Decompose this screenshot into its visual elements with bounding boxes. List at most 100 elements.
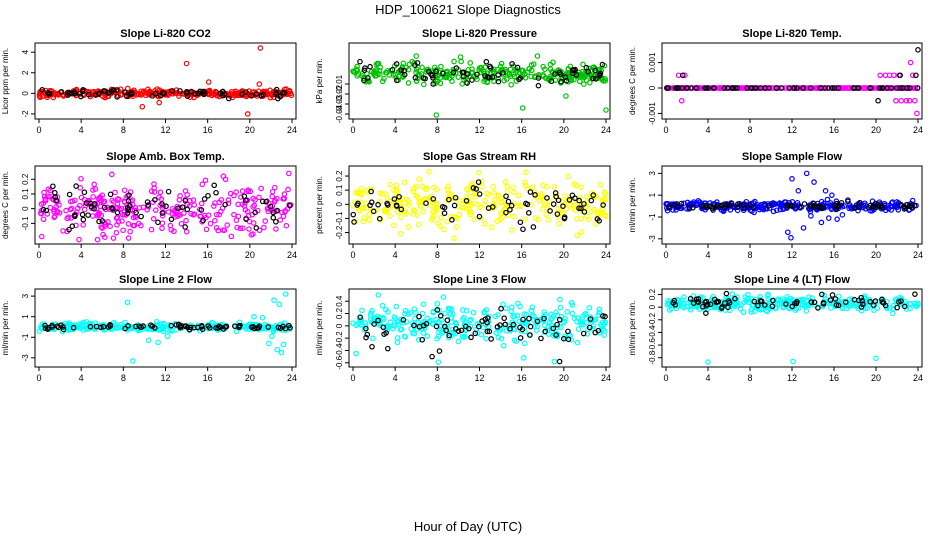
data-point <box>476 169 482 176</box>
hourly-point <box>495 72 501 78</box>
hourly-point <box>81 189 88 196</box>
y-tick-label: -0.04 <box>335 104 344 123</box>
x-tick-label: 12 <box>474 125 484 135</box>
hourly-point <box>838 199 845 206</box>
hourly-point <box>590 192 597 198</box>
data-point <box>355 189 361 195</box>
data-point <box>540 63 546 70</box>
hourly-point <box>815 305 821 311</box>
hourly-point <box>672 202 678 208</box>
data-point <box>681 294 687 300</box>
data-point <box>251 313 257 320</box>
data-point <box>390 72 397 78</box>
data-point <box>839 212 846 218</box>
y-tick-label: -0.4 <box>335 343 344 357</box>
y-tick-label: -0.001 <box>648 102 657 125</box>
hourly-point <box>437 313 444 319</box>
panel-title: Slope Sample Flow <box>742 151 843 163</box>
hourly-point <box>503 193 509 200</box>
data-point <box>410 211 417 217</box>
hourly-point <box>580 330 587 337</box>
x-tick-label: 0 <box>350 373 355 383</box>
hourly-point <box>49 324 55 330</box>
hourly-point <box>114 87 120 93</box>
hourly-point <box>70 324 77 331</box>
hourly-point <box>253 91 260 97</box>
data-point <box>784 229 791 236</box>
y-tick-label: -0.1 <box>21 216 30 230</box>
data-point <box>448 213 454 220</box>
data-point <box>231 211 237 218</box>
data-point <box>410 188 417 195</box>
data-point <box>818 219 825 226</box>
hourly-point <box>530 224 537 230</box>
data-point <box>601 332 608 338</box>
data-point <box>375 292 382 298</box>
hourly-point <box>811 299 818 306</box>
data-point <box>233 217 240 224</box>
data-point <box>149 90 155 96</box>
hourly-point <box>469 77 475 83</box>
hourly-point <box>732 85 739 91</box>
data-point <box>172 211 179 217</box>
data-point <box>602 75 608 82</box>
data-point <box>350 320 356 327</box>
data-point <box>770 208 777 215</box>
hourly-point <box>547 208 553 214</box>
data-point <box>493 330 499 336</box>
data-point <box>68 205 75 212</box>
data-point <box>156 99 162 106</box>
hourly-point <box>901 203 907 210</box>
data-point <box>521 340 528 347</box>
data-point <box>561 318 568 325</box>
data-point <box>394 339 401 346</box>
x-tick-label: 12 <box>787 125 797 135</box>
x-tick-label: 8 <box>435 373 440 383</box>
hourly-point <box>259 198 266 205</box>
data-point <box>483 335 489 342</box>
x-tick-label: 4 <box>393 373 398 383</box>
data-point <box>588 208 595 215</box>
data-point <box>721 207 727 213</box>
data-point <box>191 211 198 217</box>
data-point <box>153 319 160 325</box>
data-point <box>539 193 546 199</box>
hourly-point <box>83 200 90 206</box>
x-tick-label: 24 <box>913 125 923 135</box>
hourly-point <box>473 186 480 192</box>
hourly-point <box>73 183 79 189</box>
data-point <box>467 317 473 324</box>
hourly-point <box>894 85 900 91</box>
data-point <box>90 187 96 193</box>
data-point <box>459 204 465 211</box>
data-point <box>211 203 217 209</box>
data-point <box>413 69 419 76</box>
data-point <box>808 213 814 219</box>
data-point <box>366 217 373 223</box>
data-point <box>898 295 905 302</box>
hourly-point <box>488 336 494 342</box>
y-tick-label: 0.1 <box>21 188 30 200</box>
hourly-point <box>239 91 245 97</box>
data-point <box>735 302 741 309</box>
data-point <box>834 216 840 222</box>
hourly-point <box>107 191 114 198</box>
hourly-point <box>71 90 78 97</box>
data-point <box>183 60 190 67</box>
hourly-point <box>462 323 469 330</box>
hourly-point <box>453 65 460 71</box>
data-point <box>482 220 488 227</box>
panel-7: Slope Line 2 Flow ml/min per min. 0 4 8 12 16 2… <box>1 274 297 383</box>
hourly-point <box>281 90 288 96</box>
x-tick-label: 8 <box>747 125 752 135</box>
data-point <box>535 216 541 223</box>
hourly-point <box>132 323 139 330</box>
hourly-point <box>556 316 563 323</box>
y-tick-label: 0.001 <box>648 52 657 73</box>
hourly-point <box>867 298 874 305</box>
y-tick-label: -0.8 <box>648 350 657 364</box>
hourly-point <box>192 91 198 97</box>
hourly-point <box>464 80 470 86</box>
hourly-point <box>100 323 107 330</box>
data-point <box>356 319 363 326</box>
